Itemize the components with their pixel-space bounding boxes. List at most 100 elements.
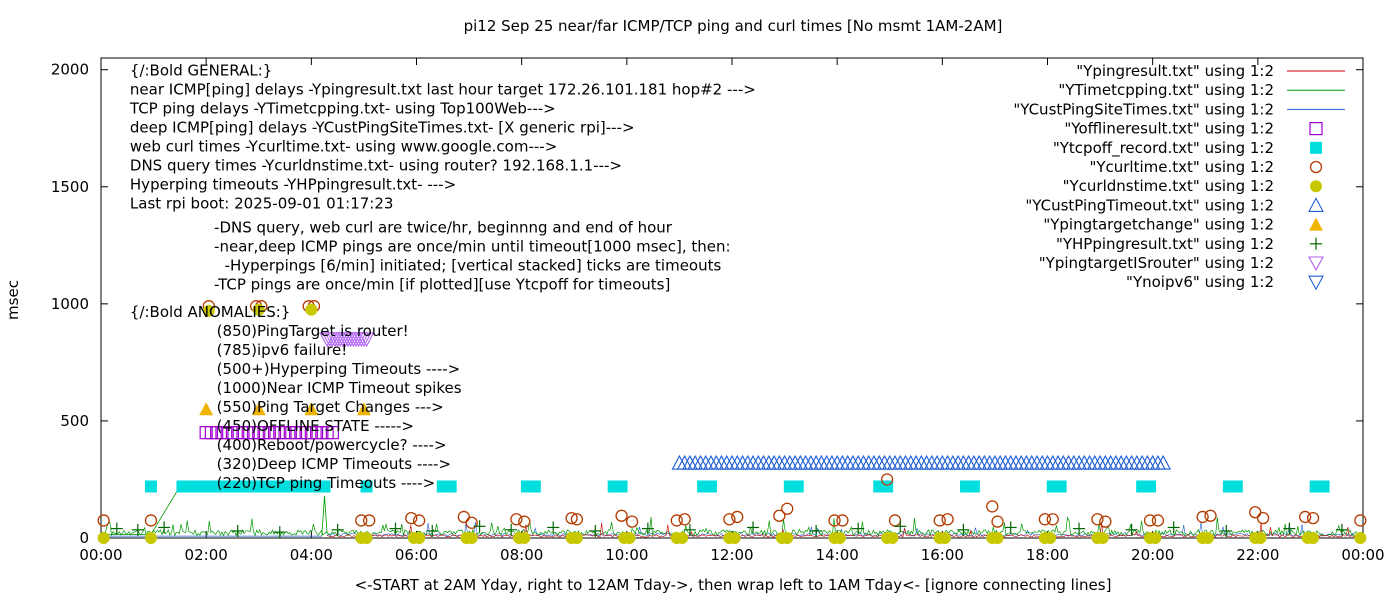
marker-filled-circle <box>252 303 265 316</box>
marker-open-circle <box>1256 511 1270 525</box>
annotation-label: (785)ipv6 failure! <box>217 341 348 359</box>
marker-filled-square <box>255 480 268 493</box>
marker-open-triangle-down <box>1308 256 1324 272</box>
x-tick-label: 08:00 <box>500 546 543 564</box>
series-line-spike <box>321 495 328 536</box>
marker-filled-circle <box>1354 532 1367 544</box>
marker-open-circle <box>888 514 902 527</box>
legend-label: "Ycurltime.txt" using 1:2 <box>1089 158 1274 176</box>
marker-open-circle <box>941 513 954 526</box>
x-tick-label: 14:00 <box>816 546 859 564</box>
annotation-label: (400)Reboot/powercycle? ----> <box>217 436 447 454</box>
y-tick-label: 0 <box>79 529 89 547</box>
x-axis-label: <-START at 2AM Yday, right to 12AM Tday-… <box>355 576 1112 594</box>
y-tick-label: 500 <box>60 412 89 430</box>
marker-filled-triangle <box>251 402 266 416</box>
marker-filled-square <box>1054 480 1067 493</box>
marker-open-circle <box>678 513 691 526</box>
marker-filled-square <box>318 480 331 493</box>
marker-filled-square <box>1310 141 1322 154</box>
marker-open-triangle <box>1155 454 1172 470</box>
marker-filled-square <box>704 480 717 493</box>
marker-open-circle <box>1249 506 1262 519</box>
marker-filled-circle <box>623 532 636 544</box>
legend: "Ypingresult.txt" using 1:2"YTimetcpping… <box>1013 62 1345 291</box>
y-tick-label: 2000 <box>51 61 89 79</box>
legend-label: "Yofflineresult.txt" using 1:2 <box>1064 120 1274 138</box>
x-tick-label: 06:00 <box>395 546 438 564</box>
marker-filled-circle <box>1096 532 1109 544</box>
marker-filled-square <box>444 480 457 493</box>
x-tick-label: 02:00 <box>185 546 228 564</box>
marker-open-circle <box>1091 513 1104 526</box>
marker-open-circle <box>670 514 683 527</box>
marker-open-circle <box>773 509 786 522</box>
marker-open-circle <box>1099 515 1112 528</box>
marker-filled-square <box>144 480 157 493</box>
marker-filled-circle <box>991 532 1004 544</box>
x-tick-label: 18:00 <box>1026 546 1069 564</box>
marker-filled-circle <box>97 532 110 544</box>
y-tick-label: 1000 <box>51 295 89 313</box>
marker-open-circle <box>880 473 894 486</box>
marker-open-circle <box>1354 514 1367 527</box>
marker-open-circle <box>1038 513 1052 526</box>
annotation-label: web curl times -Ycurltime.txt- using www… <box>130 138 557 156</box>
y-axis-label: msec <box>4 280 22 320</box>
marker-open-circle <box>355 514 368 527</box>
marker-filled-circle <box>1201 532 1214 544</box>
x-tick-label: 10:00 <box>605 546 648 564</box>
marker-filled-circle <box>518 532 531 544</box>
marker-filled-circle <box>360 532 373 544</box>
marker-open-square <box>325 426 339 440</box>
marker-filled-circle <box>144 532 157 544</box>
marker-filled-circle <box>1310 180 1322 193</box>
x-tick-label: 04:00 <box>290 546 333 564</box>
marker-filled-square <box>615 480 628 493</box>
marker-open-circle <box>1151 514 1165 527</box>
marker-filled-square <box>967 480 980 493</box>
annotation-label: (550)Ping Target Changes ---> <box>217 398 444 416</box>
marker-filled-square <box>528 480 541 493</box>
annotation-label: -near,deep ICMP pings are once/min until… <box>214 237 731 255</box>
legend-label: "Ypingresult.txt" using 1:2 <box>1076 62 1274 80</box>
y-tick-label: 1500 <box>51 178 89 196</box>
marker-open-square <box>1309 121 1323 136</box>
legend-label: "YpingtargetISrouter" using 1:2 <box>1039 254 1274 272</box>
marker-open-triangle <box>1308 197 1324 212</box>
marker-open-triangle-down <box>1308 275 1324 291</box>
marker-open-circle <box>570 513 584 526</box>
marker-open-circle <box>97 514 110 527</box>
annotation-label: (220)TCP ping Timeouts ----> <box>217 474 435 492</box>
marker-open-circle <box>828 514 841 527</box>
marker-filled-triangle <box>199 402 214 416</box>
x-tick-label: 20:00 <box>1131 546 1174 564</box>
marker-filled-circle <box>833 532 846 544</box>
marker-filled-circle <box>886 532 899 544</box>
annotation-label: {/:Bold GENERAL:} <box>130 62 272 80</box>
marker-filled-triangle <box>356 402 371 416</box>
marker-open-circle <box>986 500 999 513</box>
x-tick-label: 12:00 <box>710 546 753 564</box>
marker-open-circle <box>1309 160 1323 174</box>
x-tick-label: 16:00 <box>921 546 964 564</box>
legend-label: "Ycurldnstime.txt" using 1:2 <box>1063 177 1274 195</box>
marker-open-circle <box>1299 510 1312 524</box>
marker-filled-circle <box>781 532 794 544</box>
marker-filled-circle <box>676 532 689 544</box>
marker-filled-circle <box>1254 532 1267 544</box>
annotation-label: near ICMP[ping] delays -Ypingresult.txt … <box>130 81 756 99</box>
marker-open-circle <box>991 515 1004 528</box>
legend-label: "YHPpingresult.txt" using 1:2 <box>1056 235 1274 253</box>
marker-open-circle <box>723 513 736 526</box>
marker-open-circle <box>625 515 639 528</box>
marker-filled-square <box>1144 480 1157 493</box>
marker-open-circle <box>1143 514 1157 527</box>
marker-open-circle <box>363 514 376 527</box>
marker-filled-square <box>1317 480 1330 493</box>
marker-open-circle <box>836 514 849 527</box>
marker-filled-circle <box>465 532 478 544</box>
annotation-label: (1000)Near ICMP Timeout spikes <box>217 379 462 397</box>
marker-filled-circle <box>202 304 215 317</box>
